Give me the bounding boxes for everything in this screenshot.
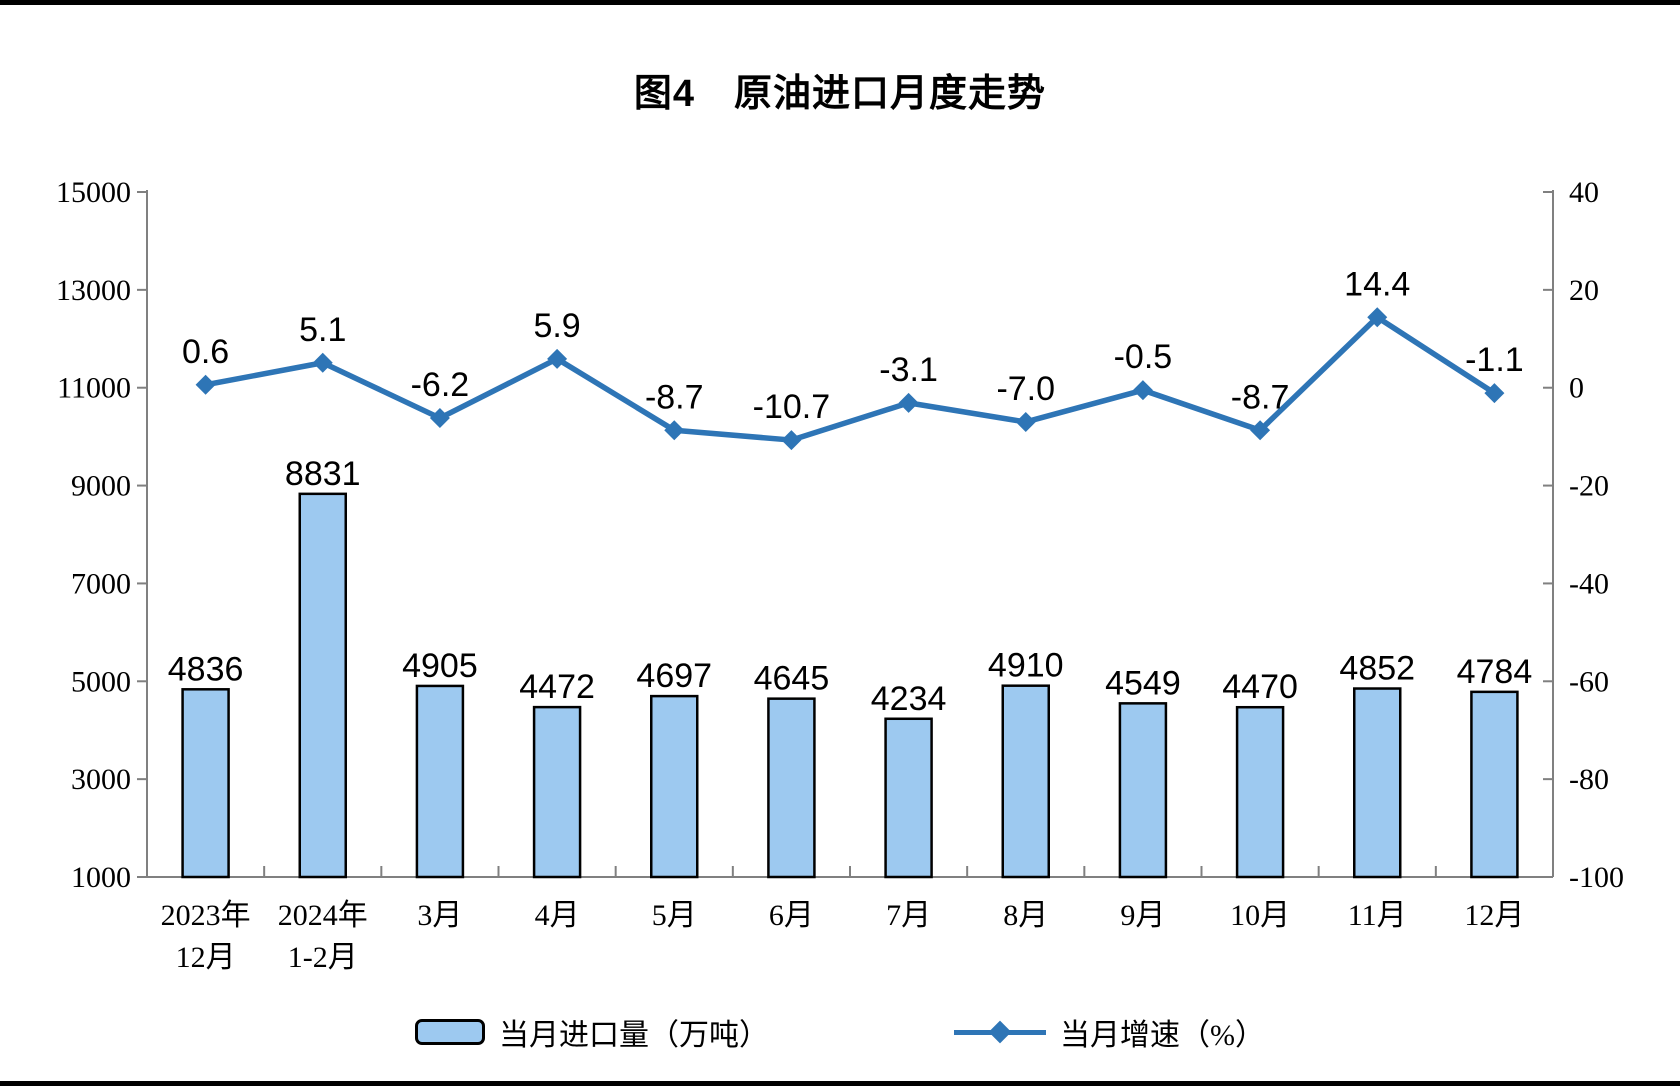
bar-value-label: 4836 [168, 650, 244, 688]
line-marker-diamond-icon [664, 420, 685, 441]
line-point-label: 0.6 [182, 333, 229, 371]
line-series-label: 当月增速（%） [1060, 1019, 1265, 1052]
bar [181, 688, 230, 879]
line-swatch-diamond-icon [988, 1020, 1012, 1044]
x-category-label: 12月 [1464, 899, 1524, 932]
left-axis-tick-label: 1000 [71, 861, 131, 894]
bar-value-label: 4905 [402, 647, 478, 685]
x-category-label: 8月 [1003, 899, 1048, 932]
right-axis-tick-label: 40 [1569, 176, 1599, 209]
line-marker-diamond-icon [1250, 420, 1271, 441]
right-axis-tick-label: -100 [1569, 861, 1624, 894]
line-point-label: -3.1 [879, 351, 938, 389]
left-axis-tick-label: 9000 [71, 470, 131, 503]
line-marker-diamond-icon [1367, 307, 1388, 328]
line-series-swatch [954, 1020, 1046, 1044]
bar-value-label: 8831 [285, 455, 361, 493]
bar [1001, 684, 1050, 879]
x-category-label: 3月 [417, 899, 462, 932]
bar-value-label: 4472 [519, 668, 595, 706]
x-category-label: 7月 [886, 899, 931, 932]
line-point-label: -0.5 [1114, 338, 1173, 376]
left-axis-tick-label: 7000 [71, 567, 131, 600]
line-point-label: 5.9 [533, 307, 580, 345]
line-point-label: 5.1 [299, 311, 346, 349]
left-axis-tick-label: 11000 [57, 372, 131, 405]
left-axis-tick-label: 15000 [56, 176, 131, 209]
bar [415, 684, 465, 879]
line-marker-diamond-icon [547, 348, 568, 369]
bar [767, 697, 816, 879]
bar [1353, 687, 1402, 879]
x-category-label: 5月 [652, 899, 697, 932]
right-axis-tick-label: -40 [1569, 567, 1609, 600]
bar-value-label: 4645 [754, 660, 830, 698]
line-marker-diamond-icon [1015, 411, 1036, 432]
right-axis-tick-label: 0 [1569, 372, 1584, 405]
line-point-label: -8.7 [1231, 378, 1290, 416]
left-axis-tick-label: 5000 [71, 665, 131, 698]
bar [1235, 705, 1285, 879]
bar [298, 492, 347, 879]
x-category-label: 11月 [1348, 899, 1407, 932]
legend-item-growth-rate: 当月增速（%） [954, 1010, 1265, 1054]
bar [650, 694, 699, 879]
line-point-label: 14.4 [1344, 265, 1410, 303]
x-category-label: 1-2月 [288, 941, 358, 974]
chart-legend: 当月进口量（万吨） 当月增速（%） [0, 1010, 1680, 1054]
bar [884, 717, 933, 879]
top-border-line [0, 0, 1680, 5]
bar-value-label: 4910 [988, 647, 1064, 685]
bar-value-label: 4852 [1339, 650, 1415, 688]
left-axis-tick-label: 13000 [56, 274, 131, 307]
x-category-label: 2024年 [278, 899, 368, 932]
bar-series-swatch [415, 1019, 485, 1045]
growth-line [202, 314, 1498, 443]
bar-value-label: 4697 [636, 657, 712, 695]
line-point-label: -6.2 [411, 366, 470, 404]
line-marker-diamond-icon [195, 374, 216, 395]
x-category-label: 9月 [1120, 899, 1165, 932]
bar-series-label: 当月进口量（万吨） [499, 1019, 769, 1052]
bar [1118, 702, 1168, 879]
bar [1470, 690, 1519, 879]
left-axis-tick-label: 3000 [71, 763, 131, 796]
bar [532, 705, 582, 879]
right-axis-tick-label: -60 [1569, 665, 1609, 698]
x-category-label: 12月 [176, 941, 236, 974]
x-category-label: 6月 [769, 899, 814, 932]
right-axis-tick-label: -80 [1569, 763, 1609, 796]
bottom-border-line [0, 1081, 1680, 1086]
x-category-label: 10月 [1230, 899, 1290, 932]
x-category-label: 2023年 [161, 899, 251, 932]
bar-value-label: 4549 [1105, 664, 1181, 702]
right-axis-tick-label: 20 [1569, 274, 1599, 307]
line-marker-diamond-icon [781, 430, 802, 451]
bar-value-label: 4784 [1457, 653, 1533, 691]
line-point-label: -1.1 [1465, 341, 1524, 379]
line-marker-diamond-icon [312, 352, 333, 373]
line-point-label: -8.7 [645, 378, 704, 416]
chart-title: 图4 原油进口月度走势 [633, 73, 1047, 115]
right-axis-tick-label: -20 [1569, 470, 1609, 503]
line-marker-diamond-icon [1484, 383, 1505, 404]
line-marker-diamond-icon [1132, 380, 1153, 401]
line-point-label: -10.7 [753, 388, 831, 426]
legend-item-import-volume: 当月进口量（万吨） [415, 1010, 769, 1054]
line-point-label: -7.0 [996, 370, 1055, 408]
x-category-label: 4月 [535, 899, 580, 932]
line-marker-diamond-icon [898, 392, 919, 413]
line-marker-diamond-icon [429, 408, 450, 429]
bar-value-label: 4470 [1222, 668, 1298, 706]
bar-value-label: 4234 [871, 680, 947, 718]
